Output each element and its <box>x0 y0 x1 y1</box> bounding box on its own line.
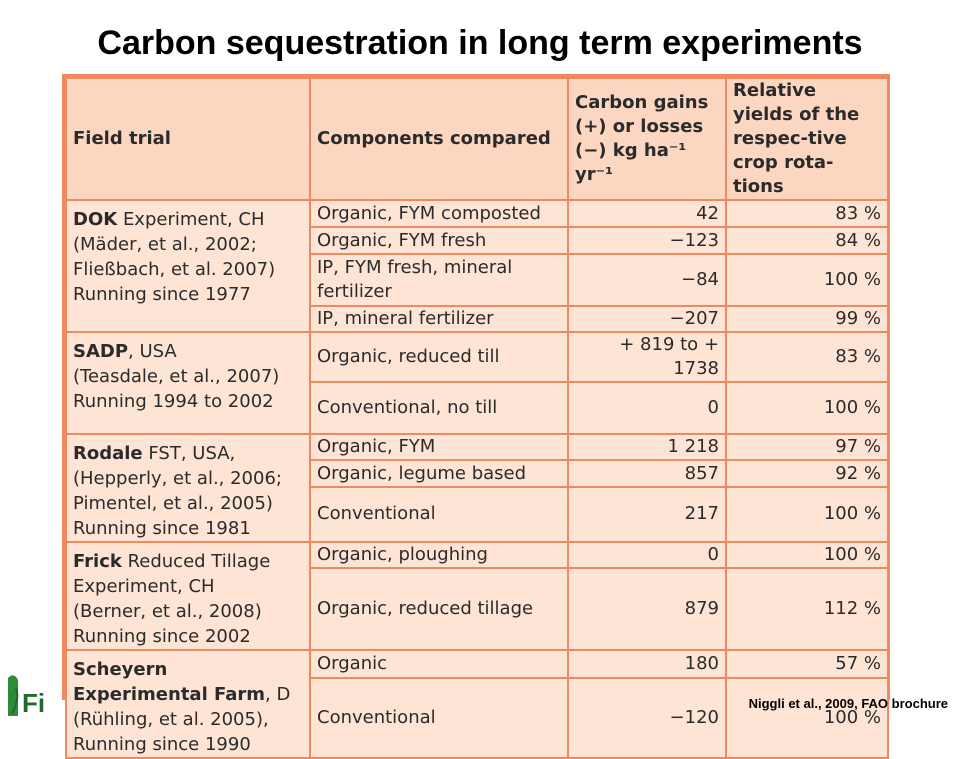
header-field-trial: Field trial <box>65 77 311 201</box>
header-carbon: Carbon gains (+) or losses (−) kg ha⁻¹ y… <box>567 77 727 201</box>
trial-line: Fließbach, et al. 2007) <box>73 259 276 280</box>
trial-line: Experiment, CH <box>73 576 215 597</box>
yield-cell: 99 % <box>725 305 889 333</box>
trial-location: Experiment, CH <box>122 209 265 230</box>
table-header-row: Field trial Components compared Carbon g… <box>65 77 889 201</box>
trial-location: , D <box>265 684 291 705</box>
trial-name: Scheyern Experimental Farm <box>73 659 266 705</box>
component-cell: Organic, reduced tillage <box>309 567 569 651</box>
yield-cell: 100 % <box>725 485 889 544</box>
trial-cell-frick: Frick Reduced Tillage Experiment, CH (Be… <box>65 541 311 651</box>
trial-cell-rodale: Rodale FST, USA, (Hepperly, et al., 2006… <box>65 433 311 543</box>
table-row: DOK Experiment, CH (Mäder, et al., 2002;… <box>65 199 889 333</box>
yield-cell: 100 % <box>725 540 889 570</box>
trial-line: (Teasdale, et al., 2007) <box>73 366 280 387</box>
carbon-cell: −84 <box>567 253 727 307</box>
trial-line: Running since 1977 <box>73 284 251 305</box>
trial-location: , USA <box>128 341 177 362</box>
carbon-cell: 180 <box>567 649 727 679</box>
trial-name: Frick <box>73 551 122 572</box>
carbon-cell: 1 218 <box>567 432 727 462</box>
yield-cell: 100 % <box>725 253 889 307</box>
yield-cell: 92 % <box>725 459 889 488</box>
carbon-cell: 857 <box>567 459 727 488</box>
component-cell: Organic, FYM composted <box>309 199 569 228</box>
table-row: Organic, legume based 857 92 % <box>66 459 889 488</box>
table-row: SADP, USA (Teasdale, et al., 2007) Runni… <box>65 331 889 435</box>
table-row: Rodale FST, USA, (Hepperly, et al., 2006… <box>65 432 889 543</box>
trial-cell-sadp: SADP, USA (Teasdale, et al., 2007) Runni… <box>65 331 311 435</box>
trial-name: DOK <box>73 209 118 230</box>
table-row: Organic, FYM fresh −123 84 % <box>66 226 889 255</box>
yield-cell: 83 % <box>725 199 889 228</box>
trial-line: Pimentel, et al., 2005) <box>73 493 273 514</box>
trial-location: Reduced Tillage <box>127 551 271 572</box>
trial-line: Running since 1981 <box>73 518 251 539</box>
page-title: Carbon sequestration in long term experi… <box>97 24 863 62</box>
component-cell: Organic, FYM fresh <box>309 226 569 255</box>
carbon-cell: −207 <box>567 305 727 333</box>
carbon-cell: −120 <box>567 676 727 759</box>
yield-cell: 100 % <box>725 381 889 435</box>
source-credit: Niggli et al., 2009, FAO brochure <box>748 696 948 711</box>
yield-cell: 97 % <box>725 432 889 462</box>
component-cell: Organic, ploughing <box>309 540 569 570</box>
table-row: IP, FYM fresh, mineral fertilizer −84 10… <box>66 253 889 307</box>
component-cell: Organic, reduced till <box>309 331 569 383</box>
yield-cell: 57 % <box>725 649 889 679</box>
table-row: Organic, reduced tillage 879 112 % <box>66 567 889 651</box>
carbon-cell: 879 <box>567 567 727 651</box>
results-table: Field trial Components compared Carbon g… <box>65 77 889 759</box>
trial-location: FST, USA, <box>148 443 236 464</box>
results-table-frame: Field trial Components compared Carbon g… <box>62 74 890 759</box>
trial-line: Running 1994 to 2002 <box>73 391 274 412</box>
component-cell: IP, FYM fresh, mineral fertilizer <box>309 253 569 307</box>
trial-name: SADP <box>73 341 129 362</box>
trial-cell-dok: DOK Experiment, CH (Mäder, et al., 2002;… <box>65 199 311 333</box>
carbon-cell: 42 <box>567 199 727 228</box>
table-row: Scheyern Experimental Farm, D (Rühling, … <box>65 649 889 759</box>
component-cell: Conventional <box>309 676 569 759</box>
component-cell: Organic, FYM <box>309 432 569 462</box>
carbon-cell: 0 <box>567 381 727 435</box>
component-cell: Conventional, no till <box>309 381 569 435</box>
carbon-cell: −123 <box>567 226 727 255</box>
logo-text: Fi <box>22 688 45 718</box>
trial-name: Rodale <box>73 443 143 464</box>
header-components: Components compared <box>309 77 569 201</box>
table-row: Conventional, no till 0 100 % <box>66 381 889 435</box>
table-row: Frick Reduced Tillage Experiment, CH (Be… <box>65 540 889 651</box>
trial-line: Running since 1990 <box>73 734 251 755</box>
yield-cell: 84 % <box>725 226 889 255</box>
yield-cell: 83 % <box>725 331 889 383</box>
yield-cell: 112 % <box>725 567 889 651</box>
trial-line: (Mäder, et al., 2002; <box>73 234 257 255</box>
table-row: Conventional 217 100 % <box>66 485 889 544</box>
table-row: IP, mineral fertilizer −207 99 % <box>66 305 889 333</box>
carbon-cell: 217 <box>567 485 727 544</box>
trial-cell-scheyern: Scheyern Experimental Farm, D (Rühling, … <box>65 649 311 759</box>
yield-cell: 100 % <box>725 676 889 759</box>
header-yields: Relative yields of the respec-tive crop … <box>725 77 889 201</box>
component-cell: Conventional <box>309 485 569 544</box>
component-cell: IP, mineral fertilizer <box>309 305 569 333</box>
carbon-cell: + 819 to + 1738 <box>567 331 727 383</box>
component-cell: Organic, legume based <box>309 459 569 488</box>
trial-line: (Hepperly, et al., 2006; <box>73 468 282 489</box>
fibl-logo-icon: Fi <box>4 658 56 718</box>
component-cell: Organic <box>309 649 569 679</box>
carbon-cell: 0 <box>567 540 727 570</box>
trial-line: (Berner, et al., 2008) <box>73 601 262 622</box>
trial-line: Running since 2002 <box>73 626 251 647</box>
